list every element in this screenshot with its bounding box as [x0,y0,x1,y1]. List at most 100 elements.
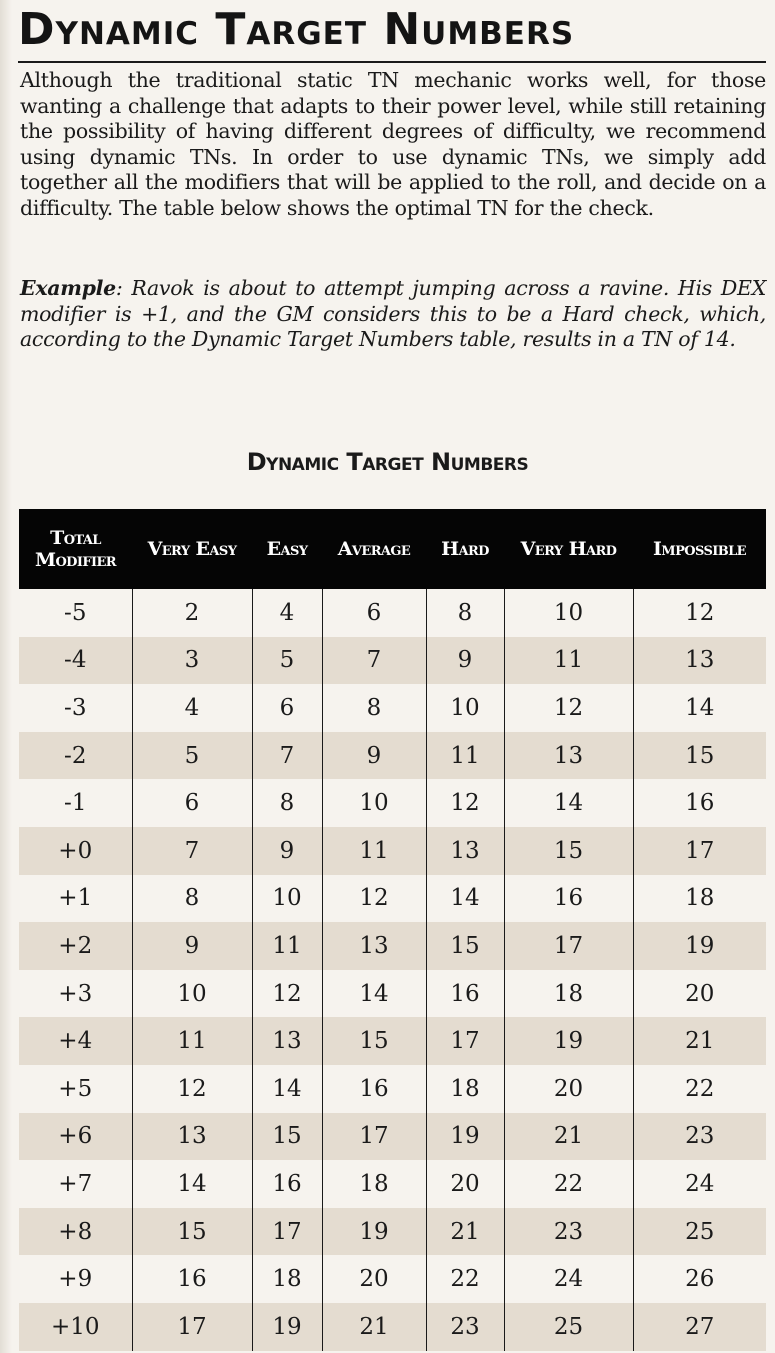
tn-cell: 18 [425,1064,504,1113]
tn-cell: 9 [251,826,322,875]
table-row: -4 3 5 7 9 11 13 [19,636,766,685]
tn-cell: 19 [503,1017,633,1065]
tn-cell: 9 [321,731,426,780]
tn-cell: 15 [321,1017,426,1065]
page-title: Dynamic Target Numbers [18,4,575,55]
tn-cell: 26 [632,1255,766,1303]
modifier-cell: -2 [64,742,87,769]
tn-cell: 16 [321,1064,426,1113]
column-header: Very Easy [147,538,237,560]
table-row: +8 15 17 19 21 23 25 [19,1207,766,1256]
modifier-cell: +1 [58,885,93,912]
modifier-cell: +2 [58,932,93,959]
tn-cell: 22 [632,1064,766,1113]
tn-cell: 15 [632,731,766,780]
tn-cell: 16 [131,1255,252,1303]
tn-cell: 13 [632,636,766,685]
header-line-total: Total [50,527,101,549]
column-header: Average [337,538,411,560]
tn-cell: 9 [131,922,252,970]
tn-cell: 13 [321,922,426,970]
tn-cell: 23 [632,1112,766,1161]
modifier-cell: +4 [58,1028,93,1055]
tn-cell: 17 [425,1017,504,1065]
tn-cell: 13 [251,1017,322,1065]
tn-cell: 14 [131,1160,252,1208]
header-line-modifier: Modifier [35,549,117,571]
modifier-cell: +9 [58,1266,93,1293]
example-separator: : [115,276,132,300]
tn-cell: 14 [251,1064,322,1113]
tn-cell: 22 [425,1255,504,1303]
tn-cell: 15 [425,922,504,970]
tn-cell: 9 [425,636,504,685]
tn-cell: 5 [131,731,252,780]
tn-cell: 7 [321,636,426,685]
tn-cell: 20 [632,969,766,1018]
tn-cell: 8 [131,874,252,923]
column-header: Impossible [653,538,747,560]
tn-cell: 15 [503,826,633,875]
modifier-cell: +0 [58,837,93,864]
column-header: Very Hard [520,538,617,560]
tn-cell: 11 [503,636,633,685]
tn-cell: 8 [425,589,504,637]
tn-cell: 21 [503,1112,633,1161]
table-row: +3 10 12 14 16 18 20 [19,969,766,1018]
tn-cell: 19 [425,1112,504,1161]
tn-cell: 17 [321,1112,426,1161]
tn-cell: 10 [321,779,426,827]
tn-cell: 15 [251,1112,322,1161]
tn-cell: 14 [503,779,633,827]
tn-cell: 25 [632,1207,766,1256]
tn-cell: 25 [503,1302,633,1351]
tn-cell: 11 [425,731,504,780]
example-lead: Example [20,276,116,300]
example-body: Ravok is about to attempt jumping across… [20,276,766,351]
tn-cell: 19 [632,922,766,970]
tn-cell: 10 [251,874,322,923]
table-title: Dynamic Target Numbers [246,448,529,476]
intro-paragraph: Although the traditional static TN mecha… [20,68,766,220]
tn-cell: 17 [131,1302,252,1351]
table-row: +5 12 14 16 18 20 22 [19,1064,766,1113]
tn-cell: 14 [632,684,766,732]
tn-cell: 17 [503,922,633,970]
tn-cell: 6 [321,589,426,637]
tn-cell: 12 [425,779,504,827]
tn-cell: 8 [321,684,426,732]
modifier-cell: -3 [64,694,87,721]
modifier-cell: +5 [58,1075,93,1102]
tn-cell: 4 [131,684,252,732]
tn-cell: 6 [131,779,252,827]
tn-cell: 12 [321,874,426,923]
table-row: -1 6 8 10 12 14 16 [19,779,766,827]
tn-cell: 12 [251,969,322,1018]
tn-cell: 18 [321,1160,426,1208]
tn-cell: 24 [632,1160,766,1208]
modifier-cell: -5 [64,599,87,626]
tn-cell: 2 [131,589,252,637]
tn-cell: 23 [425,1302,504,1351]
tn-cell: 17 [251,1207,322,1256]
tn-cell: 15 [131,1207,252,1256]
tn-cell: 18 [632,874,766,923]
table-row: +2 9 11 13 15 17 19 [19,922,766,970]
tn-cell: 16 [632,779,766,827]
table-row: +7 14 16 18 20 22 24 [19,1160,766,1208]
tn-cell: 12 [503,684,633,732]
tn-cell: 19 [321,1207,426,1256]
table-row: +0 7 9 11 13 15 17 [19,826,766,875]
column-header: Hard [441,538,489,560]
tn-cell: 5 [251,636,322,685]
tn-cell: 16 [425,969,504,1018]
tn-cell: 20 [425,1160,504,1208]
tn-cell: 4 [251,589,322,637]
page-edge [0,0,12,1353]
tn-cell: 13 [425,826,504,875]
tn-cell: 18 [251,1255,322,1303]
tn-cell: 21 [632,1017,766,1065]
table-row: +9 16 18 20 22 24 26 [19,1255,766,1303]
tn-cell: 13 [131,1112,252,1161]
tn-cell: 7 [131,826,252,875]
